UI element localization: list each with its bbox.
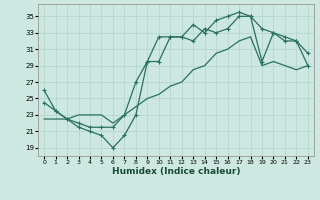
X-axis label: Humidex (Indice chaleur): Humidex (Indice chaleur) — [112, 167, 240, 176]
